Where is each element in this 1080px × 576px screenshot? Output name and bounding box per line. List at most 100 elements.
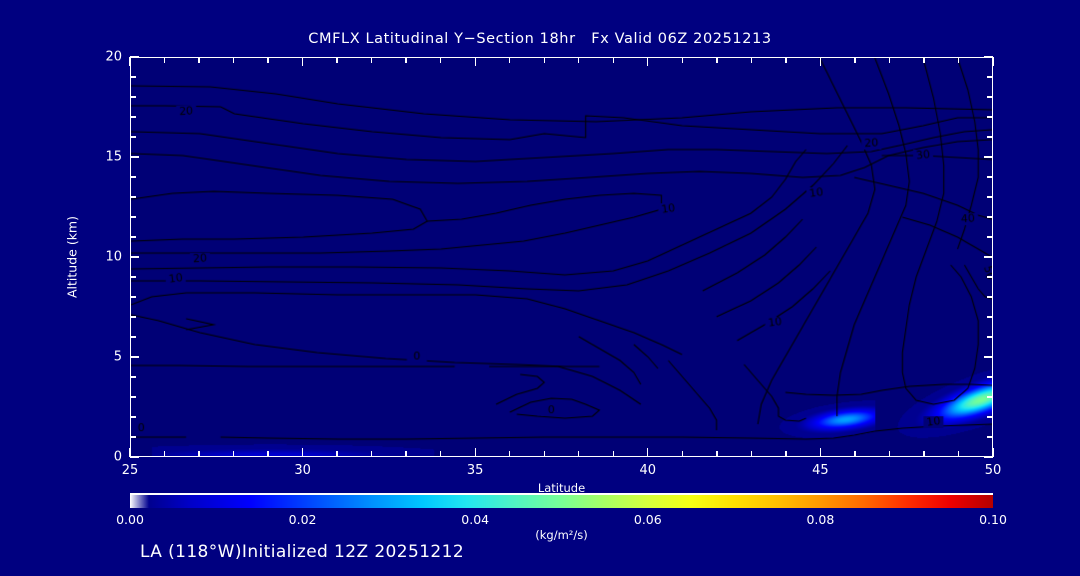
- y-tick-6: [987, 336, 993, 338]
- x-tick-top-39: [612, 57, 614, 63]
- y-tick-4: [987, 376, 993, 378]
- y-tick-10: [984, 256, 993, 258]
- x-tick-top-28: [232, 57, 235, 63]
- x-tick-38: [578, 451, 580, 457]
- colorbar-tick-0.06: 0.06: [633, 512, 662, 527]
- y-tick-left-6: [130, 336, 136, 338]
- colorbar: [130, 493, 993, 508]
- x-tick-40: [647, 448, 649, 457]
- x-tick-top-25: [129, 57, 131, 66]
- plot-area: [130, 57, 993, 457]
- x-tick-top-30: [301, 57, 304, 66]
- y-tick-18: [987, 96, 993, 98]
- y-tick-5: [984, 356, 993, 358]
- x-tick-top-48: [923, 57, 925, 63]
- y-tick-label-20: 20: [105, 49, 122, 65]
- x-tick-top-31: [336, 57, 338, 63]
- x-tick-46: [854, 451, 856, 457]
- y-tick-0: [984, 456, 993, 458]
- y-tick-label-10: 10: [105, 249, 122, 265]
- x-tick-50: [992, 448, 994, 457]
- x-tick-label-35: 35: [466, 463, 484, 478]
- x-tick-top-49: [957, 57, 960, 63]
- colorbar-tick-0.02: 0.02: [288, 512, 317, 527]
- x-tick-top-33: [405, 57, 407, 63]
- x-tick-top-47: [888, 57, 891, 63]
- y-tick-left-16: [130, 136, 136, 138]
- x-tick-label-50: 50: [984, 463, 1002, 478]
- x-tick-39: [612, 451, 614, 457]
- x-tick-29: [267, 451, 269, 457]
- y-tick-16: [987, 136, 993, 138]
- y-tick-left-1: [130, 436, 136, 438]
- colorbar-gradient: [130, 495, 993, 508]
- x-tick-top-37: [543, 57, 545, 63]
- x-tick-31: [336, 451, 338, 457]
- y-tick-9: [987, 276, 993, 278]
- x-tick-33: [405, 451, 407, 457]
- x-tick-34: [439, 451, 442, 457]
- x-axis-title: Latitude: [537, 481, 586, 495]
- y-tick-label-0: 0: [113, 449, 122, 465]
- y-tick-left-0: [130, 456, 139, 458]
- x-tick-top-38: [578, 57, 580, 63]
- y-tick-2: [987, 416, 993, 418]
- x-tick-top-46: [854, 57, 856, 63]
- x-tick-28: [232, 451, 235, 457]
- y-tick-1: [987, 436, 993, 438]
- colorbar-top-rule: [130, 493, 993, 495]
- y-tick-7: [987, 316, 993, 318]
- x-tick-25: [129, 448, 131, 457]
- footer-caption: LA (118°W)Initialized 12Z 20251212: [140, 542, 465, 562]
- x-tick-41: [681, 451, 683, 457]
- y-tick-left-11: [130, 236, 136, 238]
- y-tick-left-3: [130, 396, 136, 398]
- y-tick-19: [987, 76, 993, 78]
- y-tick-label-15: 15: [105, 149, 122, 165]
- x-tick-top-36: [509, 57, 511, 63]
- y-axis-title: Altitude (km): [64, 216, 80, 298]
- x-tick-32: [370, 451, 373, 457]
- y-tick-left-4: [130, 376, 136, 378]
- x-tick-label-30: 30: [294, 463, 311, 478]
- y-tick-left-20: [130, 56, 139, 58]
- x-tick-top-27: [198, 57, 200, 63]
- x-tick-label-40: 40: [639, 463, 657, 478]
- page-title: CMFLX Latitudinal Y−Section 18hr Fx Vali…: [308, 31, 772, 47]
- x-tick-44: [785, 451, 787, 457]
- y-tick-14: [987, 176, 993, 178]
- x-tick-48: [923, 451, 925, 457]
- x-tick-45: [819, 448, 822, 457]
- x-tick-37: [543, 451, 545, 457]
- y-tick-left-12: [130, 216, 136, 218]
- y-tick-11: [987, 236, 993, 238]
- y-tick-left-17: [130, 116, 136, 118]
- y-tick-left-5: [130, 356, 139, 358]
- colorbar-tick-0.04: 0.04: [461, 512, 490, 527]
- y-tick-label-5: 5: [113, 349, 122, 365]
- x-tick-35: [474, 448, 476, 457]
- colorbar-tick-0.08: 0.08: [806, 512, 835, 527]
- x-tick-top-41: [681, 57, 683, 63]
- y-tick-left-7: [130, 316, 136, 318]
- x-tick-top-44: [785, 57, 787, 63]
- x-tick-top-40: [647, 57, 649, 66]
- y-tick-left-18: [130, 96, 136, 98]
- y-tick-12: [987, 216, 993, 218]
- x-tick-top-35: [474, 57, 476, 66]
- x-tick-top-29: [267, 57, 269, 63]
- x-tick-top-26: [163, 57, 166, 63]
- x-tick-49: [957, 451, 960, 457]
- x-tick-42: [716, 451, 718, 457]
- y-tick-8: [987, 296, 993, 298]
- colorbar-tick-0.00: 0.00: [116, 512, 144, 527]
- y-tick-left-2: [130, 416, 136, 418]
- y-tick-left-15: [130, 156, 139, 158]
- x-tick-top-42: [716, 57, 718, 63]
- x-tick-43: [750, 451, 753, 457]
- x-tick-top-45: [819, 57, 822, 66]
- y-tick-17: [987, 116, 993, 118]
- x-tick-27: [198, 451, 200, 457]
- y-tick-left-19: [130, 76, 136, 78]
